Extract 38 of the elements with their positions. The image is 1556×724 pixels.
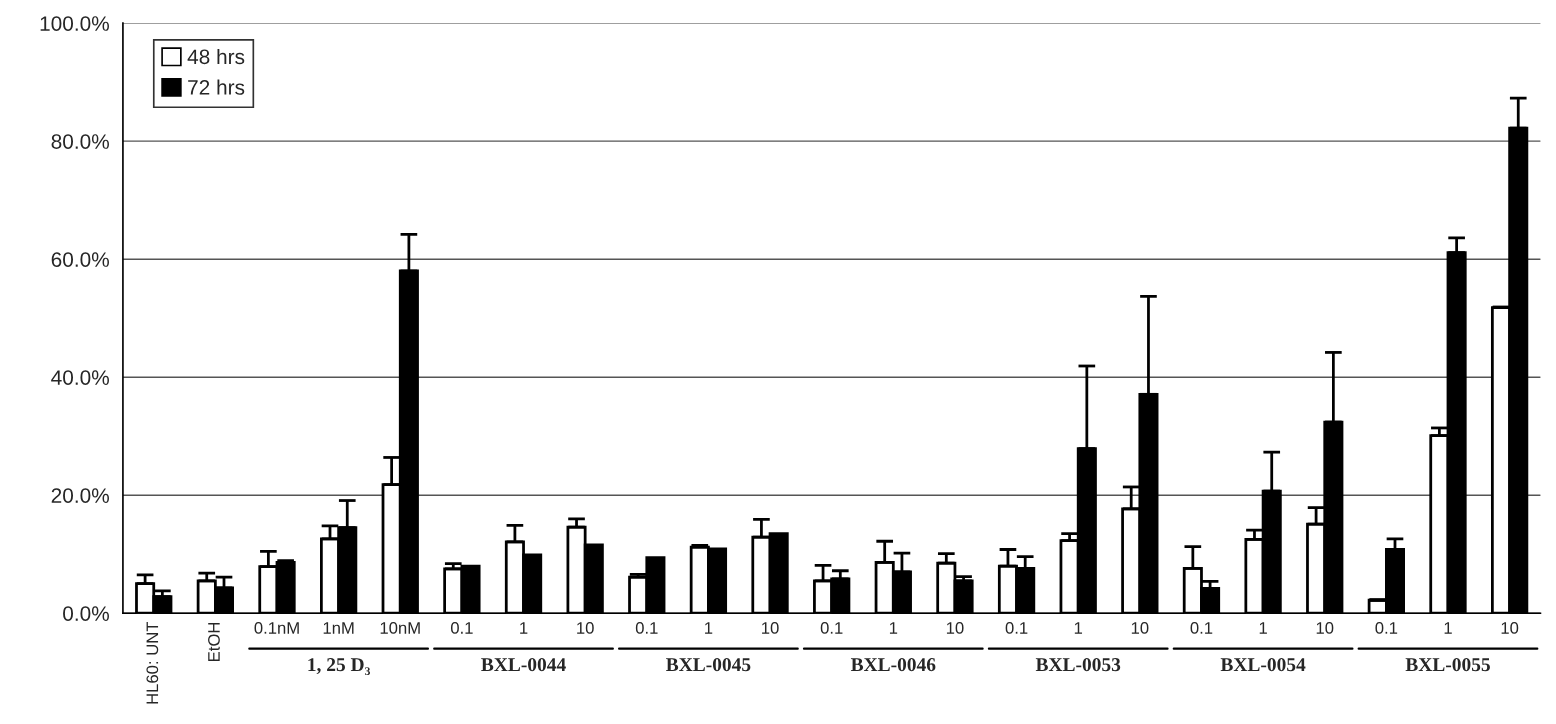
text: BXL-0053: [1035, 658, 1121, 672]
x-tick-label: 0.1nM: [254, 622, 299, 634]
legend-label: 72 hrs: [188, 79, 245, 95]
y-tick-label: 100.0%: [40, 16, 109, 31]
text: BXL-0054: [1220, 658, 1306, 672]
x-tick-label: 1: [1074, 622, 1083, 634]
x-tick-label: 10: [946, 622, 964, 634]
x-tick-label: EtOH: [208, 622, 220, 661]
legend-label: 48 hrs: [187, 48, 245, 65]
text: BXL-0046: [850, 658, 936, 672]
text: BXL-0055: [1405, 658, 1490, 672]
y-tick-label: 40.0%: [51, 370, 109, 385]
text: BXL-0045: [666, 658, 751, 672]
x-tick-label: 0.1: [1375, 622, 1398, 634]
x-tick-label: 10: [1131, 622, 1149, 634]
y-tick-label: 20.0%: [51, 488, 109, 503]
x-tick-label: 10: [762, 622, 779, 634]
y-tick-label: 0.0%: [63, 606, 109, 621]
x-tick-label: 0.1: [1190, 622, 1213, 634]
text: 1, 25 D₃: [308, 658, 371, 676]
x-tick-label: 0.1: [635, 622, 658, 634]
x-tick-label: 10: [1316, 622, 1334, 634]
x-tick-label: 1nM: [323, 622, 354, 634]
x-tick-label: 0.1: [450, 622, 473, 634]
x-tick-label: 1: [705, 622, 713, 634]
x-tick-label: 1: [1259, 622, 1267, 634]
x-tick-label: 10: [577, 622, 594, 634]
text: BXL-0044: [481, 658, 566, 672]
y-tick-label: 80.0%: [51, 134, 109, 149]
x-tick-label: HL60: UNT: [146, 621, 159, 704]
x-tick-label: 0.1: [820, 622, 843, 634]
y-tick-label: 60.0%: [51, 252, 109, 267]
x-tick-label: 1: [1444, 622, 1452, 634]
x-tick-label: 10nM: [380, 622, 420, 634]
x-tick-label: 10: [1501, 622, 1519, 634]
x-tick-label: 1: [889, 622, 898, 634]
x-tick-label: 1: [520, 622, 528, 634]
x-tick-label: 0.1: [1005, 622, 1028, 634]
